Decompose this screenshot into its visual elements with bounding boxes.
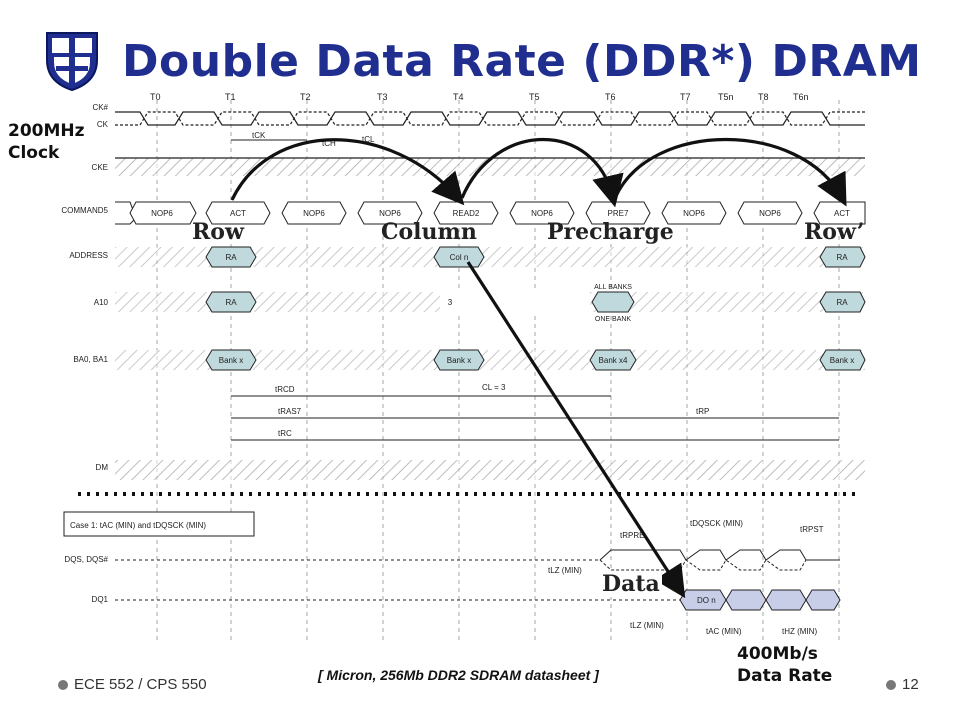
param-tac: tAC (MIN) [706,627,742,636]
sig-bank: BA0, BA1 [73,355,108,364]
row-prime-label: Row’ [804,219,865,245]
sig-dm: DM [96,463,109,472]
clock-edge-labels: T0 T1 T2 T3 T4 T5 T6 T7 T5n T8 T6n [150,92,809,102]
clock-label-line2: Clock [8,143,60,163]
case-note: Case 1: tAC (MIN) and tDQSCK (MIN) [63,511,255,537]
edge-t1: T1 [225,92,236,102]
cmd-act-1: ACT [230,209,246,218]
cmd-nop-0: NOP6 [151,209,173,218]
citation: [ Micron, 256Mb DDR2 SDRAM datasheet ] [318,667,599,683]
bank-4: Bank x [830,356,854,365]
param-trpre: tRPRE [620,531,644,540]
edge-t6n: T6n [793,92,809,102]
clock-label: 200MHz Clock [8,120,85,164]
a10-all-banks: ALL BANKS [594,284,632,291]
svg-text:Case 1: tAC (MIN) and tDQSCK (: Case 1: tAC (MIN) and tDQSCK (MIN) [70,521,206,530]
addr-ra-2: RA [836,253,848,262]
dm-waveform [115,460,865,480]
sig-dq: DQ1 [92,595,109,604]
cmd-pre: PRE7 [608,209,629,218]
bottom-param-labels: tRPRE tDQSCK (MIN) tRPST tLZ (MIN) tLZ (… [548,519,824,636]
cmd-nop-5: NOP6 [531,209,553,218]
arrow-precharge-to-row [613,138,847,207]
sig-cke: CKE [92,163,108,172]
param-tck: tCK [252,131,266,140]
edge-t8: T8 [758,92,769,102]
cmd-nop-3: NOP6 [379,209,401,218]
bank-2: Bank x [447,356,471,365]
data-rate-label: 400Mb/s Data Rate [737,643,832,687]
dq-waveform: DO n [115,589,841,611]
edge-t2: T2 [300,92,311,102]
slide-title: Double Data Rate (DDR*) DRAM [122,36,922,87]
dq-label: DO n [697,596,716,605]
sig-ck: CK [97,120,109,129]
cmd-nop-2: NOP6 [303,209,325,218]
address-bus: RA Col n RA [115,246,866,268]
footer-bullet-left [58,680,68,690]
sig-ckb: CK# [92,103,108,112]
a10-bus: RA 3 ALL BANKS ONE BANK RA [115,284,866,323]
param-cl: CL = 3 [482,383,506,392]
arrow-column-to-precharge [460,138,624,208]
edge-t7: T7 [680,92,691,102]
cmd-act-2: ACT [834,209,850,218]
signal-names: CK# CK CKE COMMAND5 ADDRESS A10 BA0, BA1… [61,103,108,604]
param-tlz-2: tLZ (MIN) [630,621,664,630]
sig-a10: A10 [94,298,109,307]
param-tch: tCH [322,139,336,148]
data-label: Data [600,571,662,597]
edge-t3: T3 [377,92,388,102]
edge-t4: T4 [453,92,464,102]
dqs-waveform [115,549,840,571]
footer-course: ECE 552 / CPS 550 [74,676,207,693]
param-tlz-1: tLZ (MIN) [548,566,582,575]
param-thz: tHZ (MIN) [782,627,817,636]
precharge-label: Precharge [547,219,674,245]
data-rate-line1: 400Mb/s [737,644,818,664]
bank-1: Bank x [219,356,243,365]
ckb-waveform [115,111,865,126]
param-trp: tRP [696,407,709,416]
column-label: Column [381,219,477,245]
a10-ra-2: RA [836,298,848,307]
command-bus: NOP6 ACT NOP6 NOP6 READ2 NOP6 PRE7 NOP6 … [115,201,866,225]
param-trcd: tRCD [275,385,295,394]
edge-t5: T5 [529,92,540,102]
cmd-nop-7: NOP6 [683,209,705,218]
a10-one-bank: ONE BANK [595,316,632,323]
bank-bus: Bank x Bank x Bank x4 Bank x [115,349,866,371]
timing-param-labels: tCK tCH tCL tRCD tRAS7 tRC CL = 3 tRP [252,131,709,438]
arrow-column-to-data [466,261,686,599]
edge-t5n: T5n [718,92,734,102]
param-trpst: tRPST [800,525,824,534]
param-tras: tRAS7 [278,407,302,416]
university-shield-icon [46,32,98,92]
timing-param-lines [231,139,839,441]
addr-col: Col n [450,253,469,262]
param-trc: tRC [278,429,292,438]
sig-command: COMMAND5 [61,206,108,215]
addr-ra-1: RA [225,253,237,262]
arrow-row-to-column [230,138,465,206]
sig-address: ADDRESS [69,251,108,260]
footer-bullet-right [886,680,896,690]
edge-t0: T0 [150,92,161,102]
param-tdqsck: tDQSCK (MIN) [690,519,743,528]
sig-dqs: DQS, DQS# [64,555,108,564]
annotation-arrows [230,138,847,599]
row-label: Row [192,219,244,245]
footer-page-number: 12 [902,676,919,693]
a10-ra-1: RA [225,298,237,307]
a10-note: 3 [448,298,453,307]
edge-t6: T6 [605,92,616,102]
clock-label-line1: 200MHz [8,121,85,141]
param-tcl: tCL [362,135,375,144]
cmd-nop-8: NOP6 [759,209,781,218]
bank-3: Bank x4 [599,356,628,365]
cmd-read: READ2 [453,209,480,218]
data-rate-line2: Data Rate [737,666,833,686]
